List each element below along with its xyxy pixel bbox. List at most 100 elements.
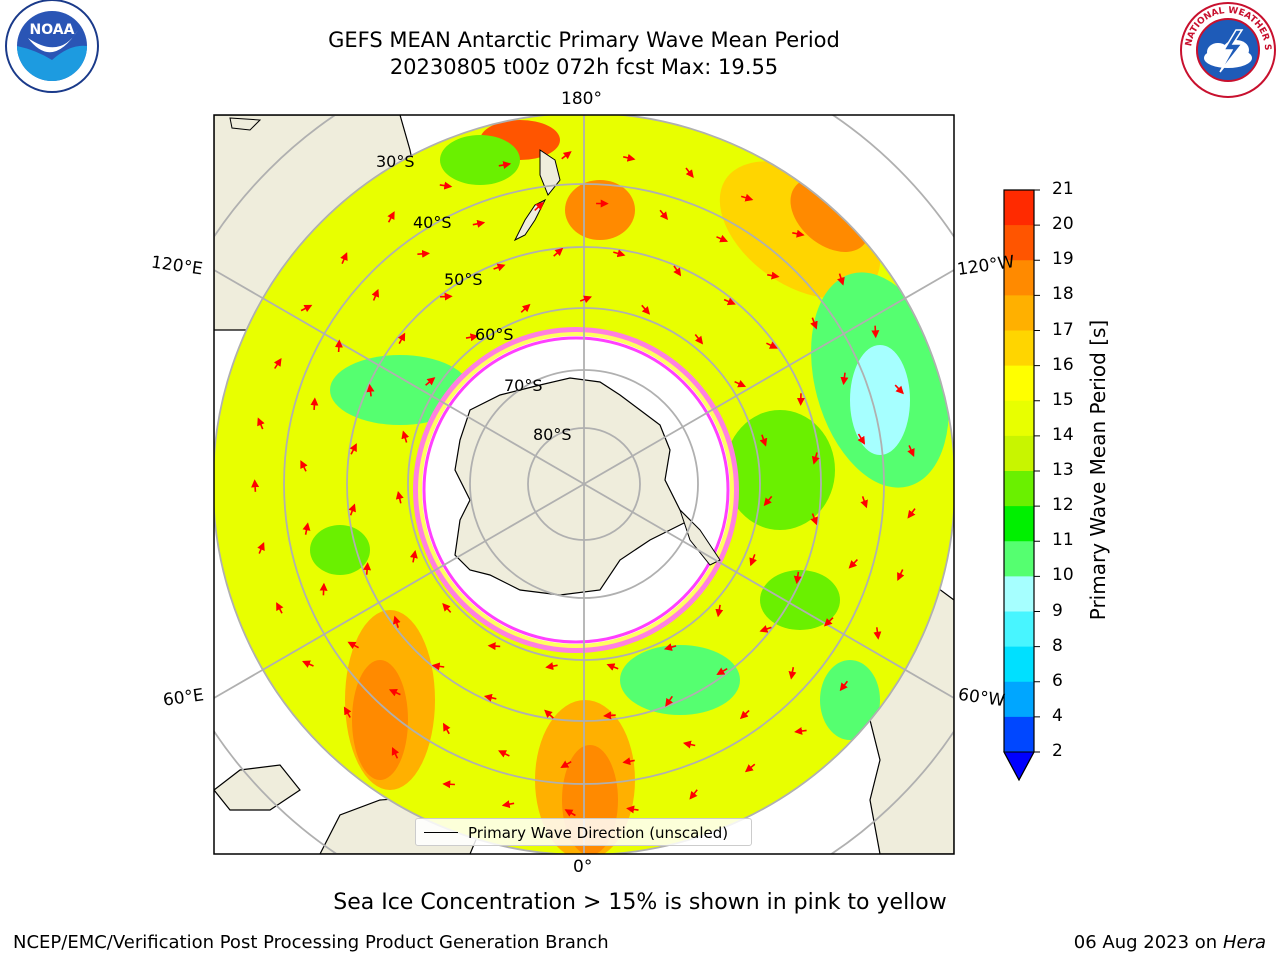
wave-arrow [811, 452, 820, 465]
colorbar-tick-label: 19 [1052, 249, 1074, 270]
colorbar-tick-label: 21 [1052, 179, 1074, 199]
africa-land [214, 764, 301, 811]
colorbar-tick-label: 16 [1052, 354, 1074, 375]
wave-arrow [715, 604, 724, 618]
colorbar-tick-label: 13 [1052, 460, 1074, 480]
wave-arrow [626, 805, 639, 814]
lat-label-70s: 70°S [504, 376, 543, 395]
wave-arrow [334, 339, 343, 353]
wave-arrow [613, 249, 626, 258]
colorbar-segment [1004, 260, 1034, 296]
colorbar-segment [1004, 400, 1034, 437]
wave-arrow [823, 617, 834, 627]
colorbar-segment [1004, 541, 1034, 577]
wave-arrow [716, 667, 728, 676]
wave-arrow [561, 151, 572, 160]
colorbar-tick-label: 14 [1052, 424, 1074, 445]
wave-arrow [401, 430, 410, 443]
wave-arrow [472, 219, 486, 228]
wave-arrow [366, 383, 375, 397]
wave-arrow [759, 434, 768, 447]
wave-arrow [417, 249, 430, 258]
wave-arrow [493, 263, 506, 272]
colorbar-tick-label: 17 [1052, 319, 1074, 340]
colorbar-segment [1004, 225, 1034, 261]
wave-arrow [907, 445, 915, 457]
wave-arrow [663, 643, 677, 651]
wave-arrow [788, 667, 797, 680]
antarctica-land [454, 377, 692, 596]
colorbar-label: Primary Wave Mean Period [s] [1086, 319, 1110, 621]
wave-arrow [409, 550, 418, 563]
wave-arrow [544, 709, 554, 719]
wave-arrow [659, 209, 669, 221]
colorbar-extend-triangle [1003, 751, 1035, 782]
wave-arrow [440, 292, 453, 301]
wave-arrow [603, 711, 616, 720]
wave-arrow [794, 727, 807, 735]
colorbar-tick-label: 4 [1052, 705, 1063, 726]
wave-arrow [623, 153, 636, 162]
wave-arrow [689, 789, 698, 800]
noaa-logo: NOAA [5, 0, 99, 93]
lon-label-0: 0° [573, 857, 593, 877]
wave-arrow [792, 229, 805, 238]
wave-arrow [759, 625, 772, 633]
wave-arrow [606, 663, 619, 671]
colorbar-tick-label: 10 [1052, 565, 1074, 586]
new-zealand-land [513, 149, 561, 242]
wave-arrow [763, 495, 773, 507]
wave-arrow [810, 513, 818, 526]
colorbar-tick-label: 11 [1052, 530, 1074, 551]
wave-arrow [897, 569, 905, 581]
wave-arrow [766, 341, 778, 349]
wave-arrow [840, 372, 849, 386]
wave-arrow [393, 615, 401, 628]
wave-arrow [767, 271, 780, 280]
wave-arrow [391, 746, 400, 759]
wave-arrow [425, 377, 436, 386]
colorbar-segment [1004, 611, 1034, 648]
wave-arrow [300, 304, 313, 313]
wave-arrow [251, 479, 260, 492]
wave-arrow [564, 809, 576, 817]
wave-arrow [442, 603, 452, 613]
wave-arrow [348, 503, 356, 516]
wave-arrow [300, 460, 308, 472]
wave-arrow [498, 750, 510, 758]
wave-arrow [257, 542, 265, 554]
map-legend: Primary Wave Direction (unscaled) [415, 818, 752, 846]
wave-arrow [857, 433, 866, 445]
wave-arrow [744, 763, 756, 773]
wave-arrow [302, 522, 311, 535]
colorbar-tick-label: 6 [1052, 670, 1063, 691]
map-title: GEFS MEAN Antarctic Primary Wave Mean Pe… [328, 28, 840, 52]
lat-label-80s: 80°S [533, 425, 572, 444]
wave-arrow [723, 297, 736, 306]
wave-arrow [395, 490, 404, 504]
lat-label-60s: 60°S [475, 325, 514, 344]
wave-arrow [716, 234, 729, 243]
colorbar-tick-label: 15 [1052, 389, 1074, 410]
colorbar-segment [1004, 471, 1034, 507]
colorbar-tick-label: 2 [1052, 741, 1063, 761]
colorbar-segment [1004, 716, 1034, 753]
wave-arrow [257, 417, 265, 430]
wave-arrow [388, 689, 401, 697]
wave-arrow [439, 181, 453, 190]
wave-arrow [622, 757, 635, 766]
lon-label-180: 180° [561, 89, 602, 109]
lat-label-50s: 50°S [444, 270, 483, 289]
colorbar-tick-label: 20 [1052, 214, 1074, 235]
wave-arrow [487, 642, 501, 651]
colorbar-tick-label: 18 [1052, 284, 1074, 305]
wave-arrow [276, 602, 284, 614]
footer-machine: Hera [1222, 932, 1266, 953]
colorbar-segment [1004, 295, 1034, 331]
wave-arrow [641, 304, 651, 315]
wave-arrow [347, 641, 359, 650]
colorbar-tick-label: 12 [1052, 495, 1074, 516]
wave-arrow [363, 562, 372, 575]
wave-arrow [273, 357, 282, 369]
wave-arrow [371, 288, 380, 301]
